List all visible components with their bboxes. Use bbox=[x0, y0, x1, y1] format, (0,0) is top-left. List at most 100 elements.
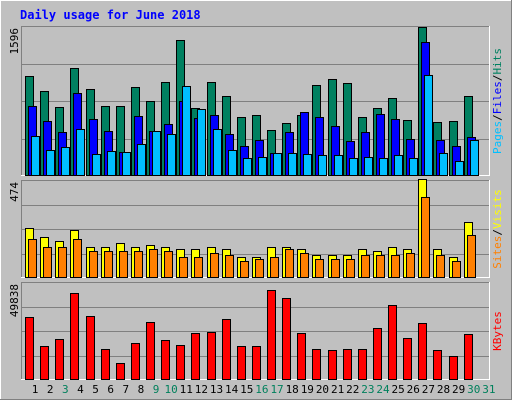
bar-sites-day-17: 100 bbox=[270, 257, 279, 278]
legend-hits: Hits bbox=[491, 48, 504, 75]
chart-title: Daily usage for June 2018 bbox=[20, 8, 201, 22]
day-label-31: 31 bbox=[482, 383, 495, 396]
bar-kbytes-day-29: 12300 bbox=[449, 356, 458, 380]
day-label-9: 9 bbox=[153, 383, 160, 396]
bar-pages-day-5: 230 bbox=[92, 154, 101, 176]
day-label-2: 2 bbox=[47, 383, 54, 396]
bar-kbytes-day-6: 15900 bbox=[101, 349, 110, 380]
bar-kbytes-day-24: 26500 bbox=[373, 328, 382, 380]
bar-kbytes-day-9: 29300 bbox=[146, 322, 155, 380]
legend-files: Files bbox=[491, 81, 504, 114]
bar-kbytes-day-16: 17400 bbox=[252, 346, 261, 380]
day-label-10: 10 bbox=[165, 383, 178, 396]
legend-kbytes-panel: KBytes bbox=[491, 311, 504, 351]
bar-sites-day-2: 150 bbox=[43, 247, 52, 278]
bar-sites-day-3: 150 bbox=[58, 247, 67, 278]
bar-kbytes-day-15: 17300 bbox=[237, 346, 246, 380]
day-label-22: 22 bbox=[346, 383, 359, 396]
bar-sites-day-1: 190 bbox=[28, 239, 37, 278]
bar-kbytes-day-10: 20200 bbox=[161, 340, 170, 380]
bar-pages-day-6: 270 bbox=[107, 151, 116, 176]
bar-kbytes-day-14: 31000 bbox=[222, 319, 231, 380]
bar-sites-day-6: 130 bbox=[104, 251, 113, 278]
bar-sites-day-21: 90 bbox=[331, 259, 340, 278]
bar-pages-day-16: 200 bbox=[258, 157, 267, 176]
day-label-30: 30 bbox=[467, 383, 480, 396]
bar-kbytes-day-19: 23700 bbox=[297, 333, 306, 380]
bar-sites-day-4: 190 bbox=[73, 239, 82, 278]
bar-kbytes-day-25: 38300 bbox=[388, 305, 397, 380]
bar-kbytes-day-20: 15600 bbox=[312, 349, 321, 380]
bar-kbytes-day-7: 8600 bbox=[116, 363, 125, 380]
day-label-23: 23 bbox=[361, 383, 374, 396]
day-label-14: 14 bbox=[225, 383, 239, 396]
bar-pages-day-1: 430 bbox=[31, 136, 40, 176]
bar-kbytes-day-28: 15300 bbox=[433, 350, 442, 380]
bar-kbytes-day-27: 29000 bbox=[418, 323, 427, 380]
bar-pages-day-28: 240 bbox=[439, 153, 448, 176]
bar-kbytes-day-23: 15900 bbox=[358, 349, 367, 380]
day-label-17: 17 bbox=[270, 383, 283, 396]
bar-sites-day-18: 140 bbox=[285, 249, 294, 278]
day-label-8: 8 bbox=[138, 383, 145, 396]
bar-pages-day-4: 500 bbox=[76, 129, 85, 176]
bar-sites-day-19: 120 bbox=[300, 253, 309, 278]
day-label-21: 21 bbox=[331, 383, 344, 396]
day-label-13: 13 bbox=[210, 383, 223, 396]
legend-sites: Sites bbox=[491, 236, 504, 269]
bar-pages-day-26: 190 bbox=[409, 158, 418, 176]
y-max-label: 474 bbox=[8, 182, 21, 202]
y-max-label: 49838 bbox=[8, 284, 21, 317]
day-label-19: 19 bbox=[301, 383, 314, 396]
day-label-28: 28 bbox=[437, 383, 450, 396]
bar-kbytes-day-12: 23700 bbox=[191, 333, 200, 380]
day-label-16: 16 bbox=[255, 383, 268, 396]
bar-pages-day-7: 260 bbox=[122, 152, 131, 176]
legend-kbytes: KBytes bbox=[491, 311, 504, 351]
day-label-27: 27 bbox=[422, 383, 435, 396]
bar-sites-day-13: 120 bbox=[210, 253, 219, 278]
day-label-20: 20 bbox=[316, 383, 329, 396]
legend-visits: Visits bbox=[491, 189, 504, 229]
bar-sites-day-22: 90 bbox=[346, 259, 355, 278]
bar-kbytes-day-22: 15600 bbox=[343, 349, 352, 380]
bar-pages-day-17: 240 bbox=[273, 153, 282, 176]
bar-kbytes-day-30: 23300 bbox=[464, 334, 473, 380]
kbytes-panel: 49838 32000 17300 20700 44400 32400 15900 8600 1… bbox=[8, 282, 504, 380]
bar-sites-day-16: 90 bbox=[255, 259, 264, 278]
legend-hits-panel: Pages/Files/Hits bbox=[491, 48, 504, 154]
bar-pages-day-19: 230 bbox=[303, 154, 312, 176]
day-label-25: 25 bbox=[391, 383, 404, 396]
bar-pages-day-13: 500 bbox=[213, 129, 222, 176]
bar-sites-day-11: 100 bbox=[179, 257, 188, 278]
bar-sites-day-14: 110 bbox=[225, 255, 234, 278]
bar-kbytes-day-17: 45700 bbox=[267, 290, 276, 380]
bar-sites-day-7: 130 bbox=[119, 251, 128, 278]
bar-pages-day-9: 480 bbox=[152, 131, 161, 176]
bar-sites-day-25: 110 bbox=[391, 255, 400, 278]
legend-separator: / bbox=[491, 75, 504, 82]
bar-sites-day-12: 100 bbox=[194, 257, 203, 278]
day-label-6: 6 bbox=[107, 383, 114, 396]
legend-visits-panel: Sites/Visits bbox=[491, 189, 504, 269]
bar-sites-day-29: 80 bbox=[452, 261, 461, 278]
bar-sites-day-30: 210 bbox=[467, 235, 476, 278]
day-label-5: 5 bbox=[92, 383, 99, 396]
bar-pages-day-12: 710 bbox=[197, 109, 206, 176]
day-label-12: 12 bbox=[195, 383, 208, 396]
day-label-29: 29 bbox=[452, 383, 465, 396]
bar-sites-day-10: 130 bbox=[164, 251, 173, 278]
bar-kbytes-day-26: 21500 bbox=[403, 338, 412, 380]
bar-pages-day-2: 280 bbox=[46, 150, 55, 176]
bar-kbytes-day-5: 32400 bbox=[86, 316, 95, 380]
bar-pages-day-21: 220 bbox=[334, 155, 343, 176]
day-label-11: 11 bbox=[180, 383, 193, 396]
bar-pages-day-25: 220 bbox=[394, 155, 403, 176]
day-label-3: 3 bbox=[62, 383, 69, 396]
bar-sites-day-28: 110 bbox=[436, 255, 445, 278]
day-label-24: 24 bbox=[376, 383, 390, 396]
bar-kbytes-day-3: 20700 bbox=[55, 339, 64, 380]
bar-sites-day-20: 90 bbox=[315, 259, 324, 278]
bar-pages-day-11: 960 bbox=[182, 86, 191, 176]
bar-pages-day-15: 190 bbox=[243, 158, 252, 176]
